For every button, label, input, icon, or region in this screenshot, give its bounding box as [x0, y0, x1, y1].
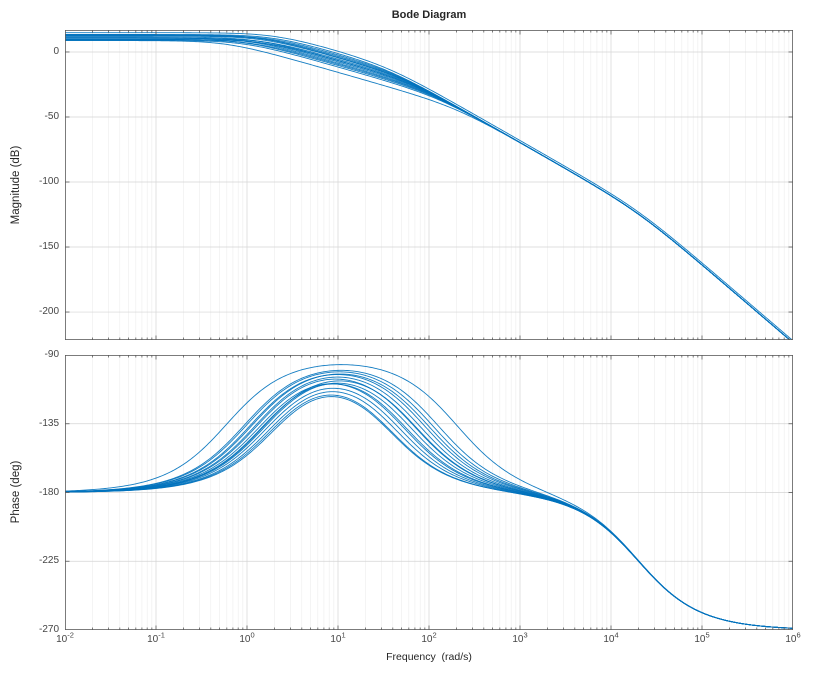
magnitude-y-tick-label: -50	[44, 110, 59, 122]
plot-title: Bode Diagram	[391, 9, 467, 21]
magnitude-y-tick-label: -100	[38, 176, 59, 187]
x-tick-label: 100	[239, 630, 255, 645]
phase-y-tick-label: -180	[38, 486, 59, 498]
x-tick-label: 105	[694, 630, 710, 645]
magnitude-canvas	[65, 30, 793, 340]
x-tick-label: 102	[421, 630, 437, 645]
magnitude-plot-area	[65, 30, 793, 340]
x-tick-label: 104	[603, 630, 619, 645]
x-tick-label: 103	[512, 630, 528, 645]
x-tick-label: 101	[330, 630, 346, 645]
phase-plot-area	[65, 355, 793, 630]
phase-y-tick-label: -135	[38, 417, 59, 429]
phase-y-tick-label: -90	[44, 349, 59, 360]
x-tick-label: 10-1	[147, 630, 165, 645]
magnitude-y-tick-label: -200	[38, 306, 59, 318]
x-tick-label: 106	[785, 630, 801, 645]
phase-y-tick-label: -225	[38, 555, 59, 567]
phase-y-tick-label: -270	[38, 624, 59, 635]
x-axis-label: Frequency (rad/s)	[386, 651, 472, 663]
x-tick-label: 10-2	[56, 630, 74, 645]
phase-canvas	[65, 355, 793, 630]
magnitude-y-tick-label: -150	[38, 241, 59, 253]
magnitude-y-tick-label: 0	[53, 45, 59, 57]
